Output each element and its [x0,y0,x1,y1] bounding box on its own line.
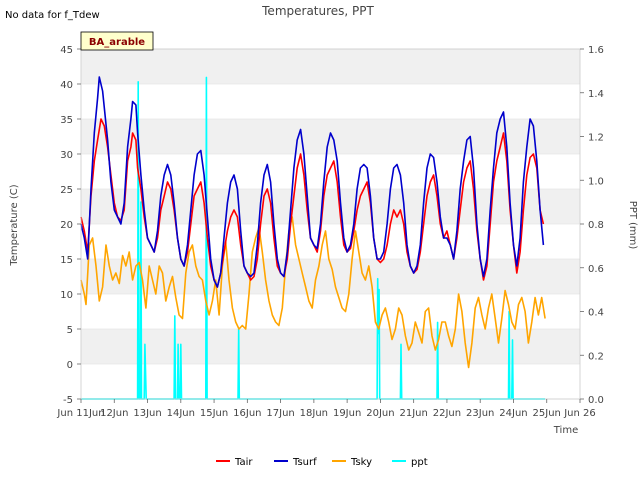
left-tick-label: 5 [67,325,73,336]
series-line-tsurf [80,76,545,288]
legend: Tair Tsurf Tsky ppt [216,457,428,468]
x-tick-label: 21Jun [399,408,427,419]
x-tick-label: 14Jun [167,408,195,419]
left-axis-ticks: -5 0 5 10 15 20 25 30 35 40 45 [60,45,81,406]
x-tick-label: 25Jun [533,408,561,419]
x-tick-label: 12Jun [100,408,128,419]
x-tick-label: 22Jun [433,408,461,419]
right-axis-ticks: 0.0 0.2 0.4 0.6 0.8 1.0 1.2 1.4 1.6 [580,45,604,406]
no-data-note: No data for f_Tdew [5,10,100,21]
left-tick-label: 25 [60,185,73,196]
legend-label-ppt: ppt [411,457,428,468]
site-label-box: BA_arable [80,31,154,51]
right-tick-label: 1.6 [588,45,604,56]
left-tick-label: 10 [60,290,73,301]
x-tick-label: 16Jun [233,408,261,419]
left-tick-label: 40 [60,80,73,91]
right-tick-label: 0.6 [588,264,604,275]
right-tick-label: 1.4 [588,89,604,100]
right-tick-label: 0.2 [588,351,604,362]
legend-label-tsurf: Tsurf [292,457,317,468]
background-band [81,49,580,84]
x-tick-label: 13Jun [133,408,161,419]
x-tick-label: 24Jun [499,408,527,419]
left-tick-label: 30 [60,150,73,161]
site-label: BA_arable [89,37,145,48]
right-tick-label: 1.2 [588,133,604,144]
left-tick-label: -5 [63,395,73,406]
right-tick-label: 0.4 [588,308,604,319]
x-tick-label: 20Jun [366,408,394,419]
x-axis-label: Time [553,425,578,436]
left-tick-label: 20 [60,220,73,231]
x-tick-label: 23Jun [466,408,494,419]
legend-label-tsky: Tsky [350,457,372,468]
x-tick-label: 15Jun [200,408,228,419]
left-tick-label: 0 [67,360,73,371]
legend-label-tair: Tair [234,457,253,468]
left-tick-label: 35 [60,115,73,126]
series-line-tsky [80,216,546,369]
chart-title: Temperatures, PPT [261,4,374,18]
right-axis-label: PPT (mm) [627,201,638,250]
right-tick-label: 1.0 [588,176,604,187]
background-band [81,189,580,224]
x-tick-label: Jun 11Jun [56,408,104,419]
left-axis-label: Temperature (C) [9,184,20,266]
right-tick-label: 0.8 [588,220,604,231]
background-band [81,329,580,364]
x-tick-label: Jun 26 [563,408,596,419]
x-tick-label: 17Jun [266,408,294,419]
left-tick-label: 15 [60,255,73,266]
x-tick-label: 18Jun [300,408,328,419]
x-tick-label: 19Jun [333,408,361,419]
right-tick-label: 0.0 [588,395,604,406]
left-tick-label: 45 [60,45,73,56]
plot-background-bands [81,49,580,364]
